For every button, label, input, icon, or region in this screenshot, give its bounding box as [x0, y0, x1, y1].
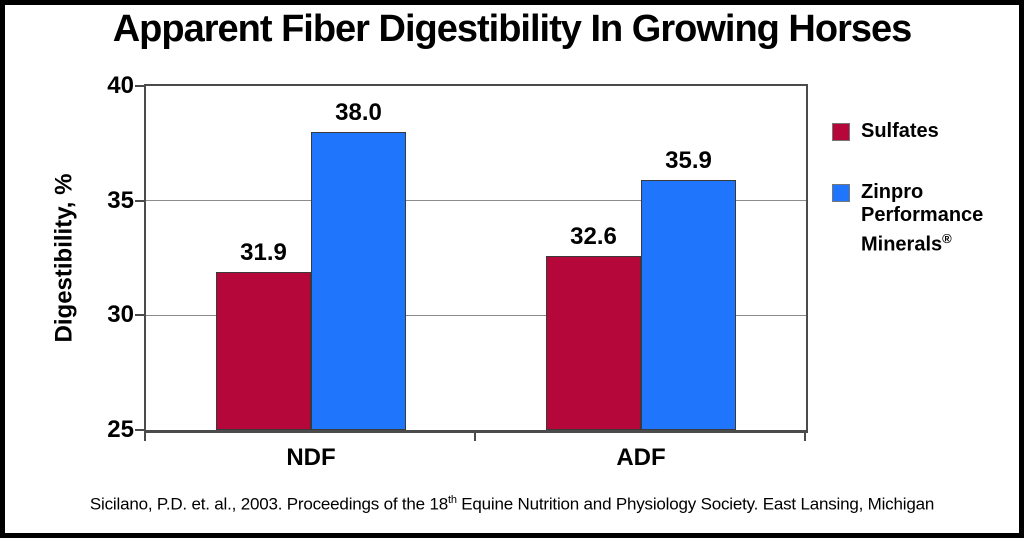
x-category-ndf: NDF	[286, 444, 336, 471]
legend-swatch-zinpro	[832, 184, 850, 202]
citation-text-start: Sicilano, P.D. et. al., 2003. Proceeding…	[89, 494, 448, 514]
gridline-35	[146, 200, 806, 202]
citation: Sicilano, P.D. et. al., 2003. Proceeding…	[0, 494, 1024, 515]
y-tick-mark-35	[135, 199, 144, 202]
chart-title: Apparent Fiber Digestibility In Growing …	[112, 8, 913, 50]
legend: Sulfates Zinpro Performance Minerals®	[832, 120, 1017, 295]
y-tick-label-35: 35	[107, 186, 134, 214]
y-tick-mark-40	[135, 85, 144, 87]
y-tick-label-25: 25	[107, 416, 134, 443]
value-label-ndf-sulfates: 31.9	[240, 238, 287, 266]
bar-adf-sulfates	[546, 255, 641, 430]
y-tick-mark-25	[135, 429, 144, 431]
legend-item-zinpro: Zinpro Performance Minerals®	[832, 181, 1017, 257]
x-tick-mark-2	[804, 433, 806, 441]
legend-item-sulfates: Sulfates	[832, 120, 1017, 143]
y-tick-label-40: 40	[107, 72, 134, 99]
legend-label-sulfates: Sulfates	[861, 120, 939, 142]
legend-swatch-sulfates	[832, 123, 850, 141]
value-label-adf-zinpro: 35.9	[665, 147, 712, 175]
bar-ndf-sulfates	[216, 271, 311, 430]
value-label-ndf-zinpro: 38.0	[335, 98, 382, 126]
y-tick-label-30: 30	[107, 301, 134, 329]
gridline-30	[146, 314, 806, 316]
x-tick-mark-0	[144, 433, 146, 441]
x-tick-mark-1	[474, 433, 476, 441]
registered-trademark-symbol: ®	[942, 231, 952, 246]
bar-ndf-zinpro	[311, 131, 406, 430]
value-label-adf-sulfates: 32.6	[570, 222, 617, 250]
plot-area: 31.9 38.0 32.6 35.9	[144, 84, 808, 433]
y-tick-mark-30	[135, 314, 144, 317]
citation-text-end: Equine Nutrition and Physiology Society.…	[456, 494, 935, 514]
citation-superscript: th	[447, 494, 457, 506]
bar-adf-zinpro	[641, 180, 736, 430]
legend-label-zinpro: Zinpro Performance Minerals®	[861, 181, 984, 256]
x-category-adf: ADF	[616, 444, 666, 471]
